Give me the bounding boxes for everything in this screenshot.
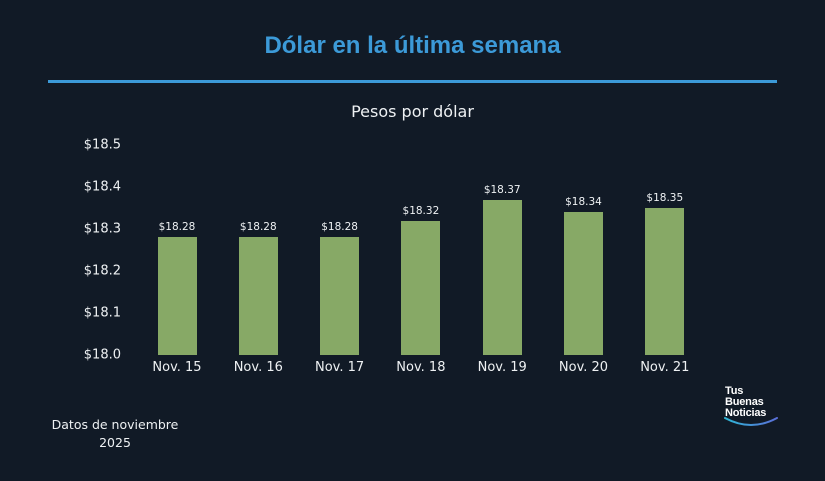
logo-line-1: Tus [725, 385, 744, 397]
bar-value-label: $18.32 [402, 204, 440, 217]
x-tick-label: Nov. 16 [233, 360, 283, 375]
bar [238, 237, 278, 355]
bar-value-label: $18.28 [158, 221, 196, 234]
y-tick-label: $18.5 [83, 137, 121, 153]
x-tick-label: Nov. 15 [152, 360, 202, 375]
x-tick-label: Nov. 19 [477, 360, 527, 375]
x-tick-label: Nov. 20 [558, 360, 609, 375]
chart-subtitle: Pesos por dólar [351, 102, 474, 121]
y-tick-label: $18.4 [83, 179, 121, 195]
bar [645, 208, 685, 355]
x-tick-label: Nov. 17 [315, 360, 365, 375]
y-tick-label: $18.2 [83, 263, 121, 279]
y-tick-label: $18.0 [83, 347, 121, 363]
logo-smile-icon [724, 417, 778, 426]
note-line-1: Datos de noviembre [51, 417, 179, 432]
brand-logo: Tus Buenas Noticias [724, 385, 778, 426]
bar [401, 220, 441, 355]
bar [320, 237, 360, 355]
bar-value-label: $18.28 [321, 221, 358, 234]
y-tick-label: $18.1 [83, 305, 121, 321]
bar-value-label: $18.35 [646, 192, 684, 204]
logo-line-2: Buenas [725, 396, 764, 408]
bar [482, 199, 522, 355]
bar-value-label: $18.34 [565, 196, 602, 209]
chart-title: Dólar en la última semana [264, 32, 561, 59]
x-tick-label: Nov. 18 [396, 360, 446, 375]
bar [564, 212, 603, 355]
y-tick-label: $18.3 [83, 221, 121, 237]
logo-line-3: Noticias [725, 407, 767, 419]
title-divider [48, 80, 777, 83]
x-tick-label: Nov. 21 [640, 360, 690, 375]
note-line-2: 2025 [99, 435, 131, 450]
bar-value-label: $18.28 [239, 221, 277, 234]
bar [157, 237, 197, 355]
bar-value-label: $18.37 [483, 183, 521, 196]
data-source-note: Datos de noviembre 2025 [40, 416, 190, 452]
